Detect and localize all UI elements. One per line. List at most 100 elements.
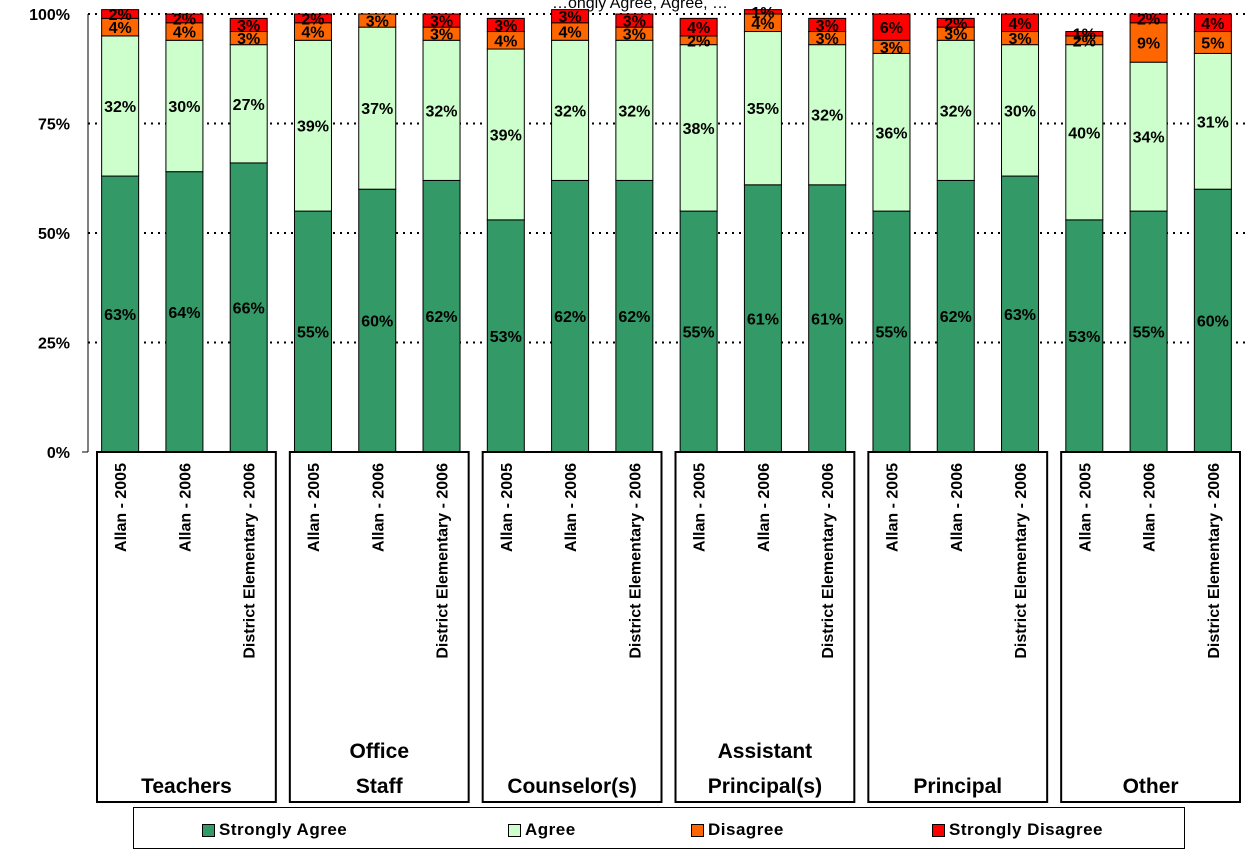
data-label: 4% [494, 33, 517, 50]
y-tick-label: 0% [47, 445, 70, 462]
data-label: 40% [1068, 125, 1100, 142]
data-label: 2% [1137, 11, 1160, 28]
chart-legend: Strongly Agree Agree Disagree Strongly Disa… [133, 807, 1185, 849]
data-label: 32% [426, 103, 458, 120]
legend-item: Strongly Agree [202, 820, 347, 840]
category-label: Allan - 2006 [756, 463, 773, 552]
data-label: 5% [1201, 35, 1224, 52]
data-label: 3% [237, 31, 260, 48]
data-label: 34% [1133, 130, 1165, 147]
data-label: 2% [173, 11, 196, 28]
legend-swatch [932, 823, 945, 837]
data-label: 55% [297, 325, 329, 342]
group-box [96, 451, 277, 803]
data-label: 55% [1133, 325, 1165, 342]
data-label: 55% [683, 325, 715, 342]
bar-segment [422, 39, 461, 181]
category-label: Allan - 2005 [113, 463, 130, 552]
category-label: District Elementary - 2006 [242, 463, 259, 659]
bar-segment [1193, 13, 1232, 33]
y-tick-label: 100% [29, 7, 70, 24]
data-label: 3% [559, 9, 582, 26]
data-label: 31% [1197, 114, 1229, 131]
bar-segment [165, 39, 204, 173]
bar-segment [1065, 219, 1104, 453]
bar-segment [615, 179, 654, 453]
data-label: 9% [1137, 35, 1160, 52]
bar-segment [808, 17, 847, 33]
data-label: 64% [168, 305, 200, 322]
bar-segment [293, 210, 332, 453]
data-label: 62% [618, 309, 650, 326]
bar-segment [1065, 31, 1104, 37]
bar-segment [743, 9, 782, 15]
data-label: 62% [940, 309, 972, 326]
bar-segment [615, 13, 654, 28]
data-label: 4% [559, 25, 582, 42]
bar-segment [1001, 44, 1040, 177]
data-label: 3% [880, 40, 903, 57]
category-label: District Elementary - 2006 [820, 463, 837, 659]
data-label: 60% [361, 314, 393, 331]
data-label: 2% [1073, 33, 1096, 50]
y-tick-label: 50% [38, 226, 70, 243]
data-label: 3% [1008, 31, 1031, 48]
group-label: Teachers [141, 775, 232, 798]
data-label: 3% [430, 14, 453, 31]
bar-segment [486, 219, 525, 453]
group-label: Other [1123, 775, 1179, 798]
data-label: 37% [361, 101, 393, 118]
data-label: 1% [1073, 27, 1096, 44]
data-label: 3% [430, 27, 453, 44]
group-label: Office Staff [349, 740, 409, 798]
bar-segment [1193, 188, 1232, 453]
bar-segment [165, 13, 204, 24]
bar-segment [229, 17, 268, 33]
bar-segment [743, 31, 782, 186]
data-label: 60% [1197, 314, 1229, 331]
legend-label: Strongly Disagree [949, 820, 1103, 839]
group-label: Assistant Principal(s) [708, 740, 822, 798]
group-label: Counselor(s) [507, 775, 637, 798]
bar-segment [679, 17, 718, 37]
data-label: 3% [623, 27, 646, 44]
group-box [1060, 451, 1241, 803]
chart-title: …ongly Agree, Agree, … [552, 0, 728, 12]
bar-segment [808, 184, 847, 453]
data-label: 2% [944, 16, 967, 33]
bar-segment [808, 44, 847, 186]
legend-label: Agree [525, 820, 576, 839]
category-label: District Elementary - 2006 [1013, 463, 1030, 659]
data-label: 63% [104, 307, 136, 324]
bar-segment [293, 39, 332, 212]
category-label: Allan - 2006 [563, 463, 580, 552]
legend-label: Strongly Agree [219, 820, 348, 839]
data-label: 30% [1004, 103, 1036, 120]
data-label: 61% [811, 311, 843, 328]
category-label: Allan - 2005 [692, 463, 709, 552]
bar-segment [936, 39, 975, 181]
category-label: Allan - 2006 [177, 463, 194, 552]
bar-segment [1129, 22, 1168, 63]
bar-segment [293, 13, 332, 24]
bar-segment [422, 179, 461, 453]
data-label: 66% [233, 300, 265, 317]
group-label: Principal [913, 775, 1002, 798]
data-label: 3% [816, 18, 839, 35]
bar-segment [486, 48, 525, 221]
data-label: 4% [687, 20, 710, 37]
bar-segment [101, 175, 140, 453]
bar-segment [872, 52, 911, 212]
data-label: 32% [554, 103, 586, 120]
data-label: 62% [554, 309, 586, 326]
data-label: 38% [683, 121, 715, 138]
legend-swatch [691, 823, 704, 837]
data-label: 3% [237, 18, 260, 35]
category-label: District Elementary - 2006 [435, 463, 452, 659]
legend-swatch [202, 823, 215, 837]
bar-segment [872, 13, 911, 41]
data-label: 3% [623, 14, 646, 31]
data-label: 36% [875, 125, 907, 142]
bar-segment [872, 210, 911, 453]
